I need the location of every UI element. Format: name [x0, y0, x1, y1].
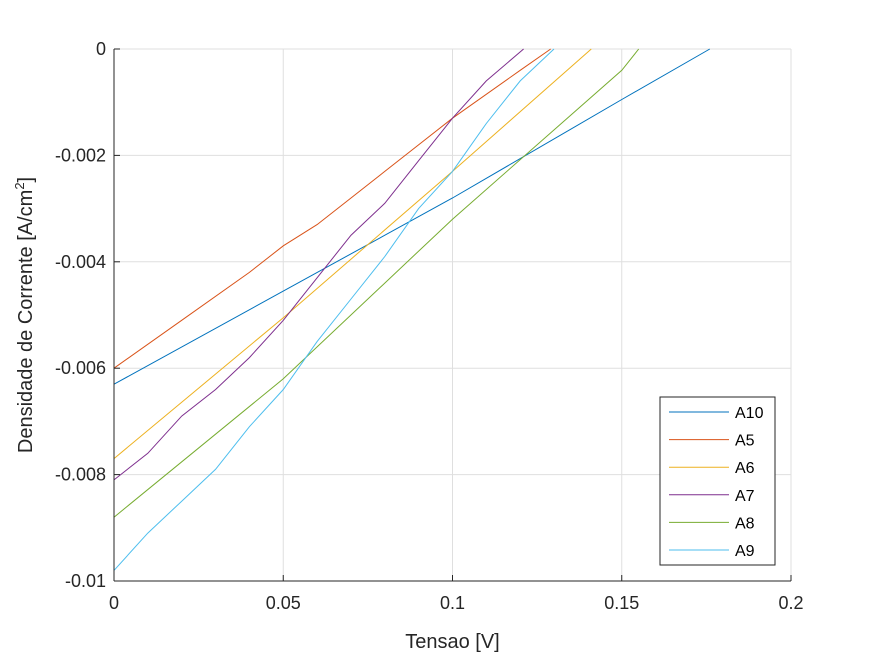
y-tick-label: -0.006 [55, 358, 106, 378]
y-axis-label-end: ] [15, 177, 37, 183]
series-line-a6 [113, 48, 592, 459]
y-tick-label: 0 [96, 39, 106, 59]
series-line-a5 [113, 48, 551, 369]
x-tick-labels: 0 0.05 0.1 0.15 0.2 [109, 593, 804, 613]
y-tick-label: -0.002 [55, 145, 106, 165]
legend: A10 A5 A6 A7 A8 A9 [659, 396, 776, 566]
y-tick-label: -0.008 [55, 465, 106, 485]
legend-label-a6: A6 [735, 460, 755, 477]
x-tick-label: 0 [109, 593, 119, 613]
series-line-a10 [113, 48, 711, 385]
x-tick-label: 0.05 [266, 593, 301, 613]
y-axis-label-main: Densidade de Corrente [A/cm [15, 190, 37, 453]
series-line-a7 [113, 48, 524, 481]
legend-label-a10: A10 [735, 405, 764, 422]
x-axis-label: Tensao [V] [405, 631, 500, 653]
y-tick-label: -0.004 [55, 252, 106, 272]
legend-label-a9: A9 [735, 543, 755, 560]
legend-box [659, 396, 776, 566]
legend-label-a7: A7 [735, 488, 755, 505]
y-axis-label-superscript: 2 [12, 182, 27, 189]
y-tick-labels: 0 -0.002 -0.004 -0.006 -0.008 -0.01 [55, 39, 106, 591]
x-tick-label: 0.2 [778, 593, 803, 613]
series-line-a9 [113, 48, 555, 571]
series-line-a8 [113, 48, 640, 518]
x-tick-label: 0.1 [440, 593, 465, 613]
y-tick-label: -0.01 [65, 571, 106, 591]
legend-label-a5: A5 [735, 433, 755, 450]
x-tick-label: 0.15 [604, 593, 639, 613]
series-lines [113, 48, 711, 571]
legend-label-a8: A8 [735, 515, 755, 532]
y-axis-label: Densidade de Corrente [A/cm2] [12, 177, 37, 453]
axes [113, 48, 792, 582]
legend-items: A10 A5 A6 A7 A8 A9 [669, 405, 764, 560]
